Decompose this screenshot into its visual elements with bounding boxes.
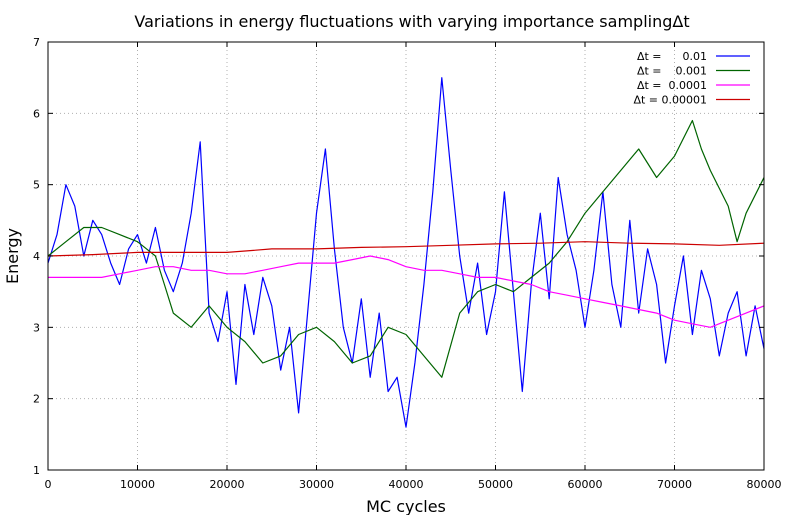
x-axis-label: MC cycles bbox=[366, 497, 446, 515]
series-line-0 bbox=[47, 77, 765, 428]
x-tick-label: 20000 bbox=[210, 478, 245, 491]
x-tick-label: 50000 bbox=[478, 478, 513, 491]
legend-label-3: Δt = 0.00001 bbox=[633, 94, 707, 107]
series-line-1 bbox=[47, 119, 765, 378]
legend-label-1: Δt = 0.001 bbox=[637, 65, 707, 78]
y-tick-label: 1 bbox=[33, 464, 40, 477]
chart-title: Variations in energy fluctuations with v… bbox=[134, 12, 689, 31]
y-tick-label: 4 bbox=[33, 250, 40, 263]
y-tick-label: 6 bbox=[33, 107, 40, 120]
x-tick-label: 10000 bbox=[120, 478, 155, 491]
legend-label-2: Δt = 0.0001 bbox=[637, 79, 707, 92]
x-tick-label: 0 bbox=[45, 478, 52, 491]
y-tick-label: 2 bbox=[33, 393, 40, 406]
series-line-2 bbox=[48, 255, 765, 328]
x-tick-label: 40000 bbox=[389, 478, 424, 491]
x-tick-label: 70000 bbox=[657, 478, 692, 491]
series-line-3 bbox=[47, 241, 765, 257]
y-tick-label: 5 bbox=[33, 179, 40, 192]
y-tick-label: 7 bbox=[33, 36, 40, 49]
tick-layer: 0 10000 20000 30000 40000 50000 60000 70000 8000… bbox=[33, 36, 782, 491]
series-layer bbox=[47, 77, 765, 428]
grid bbox=[48, 42, 764, 470]
legend-label-0: Δt = 0.01 bbox=[637, 50, 707, 63]
x-tick-label: 30000 bbox=[299, 478, 334, 491]
y-tick-label: 3 bbox=[33, 321, 40, 334]
y-axis-label: Energy bbox=[3, 228, 22, 284]
x-tick-label: 60000 bbox=[568, 478, 603, 491]
x-tick-label: 80000 bbox=[747, 478, 782, 491]
